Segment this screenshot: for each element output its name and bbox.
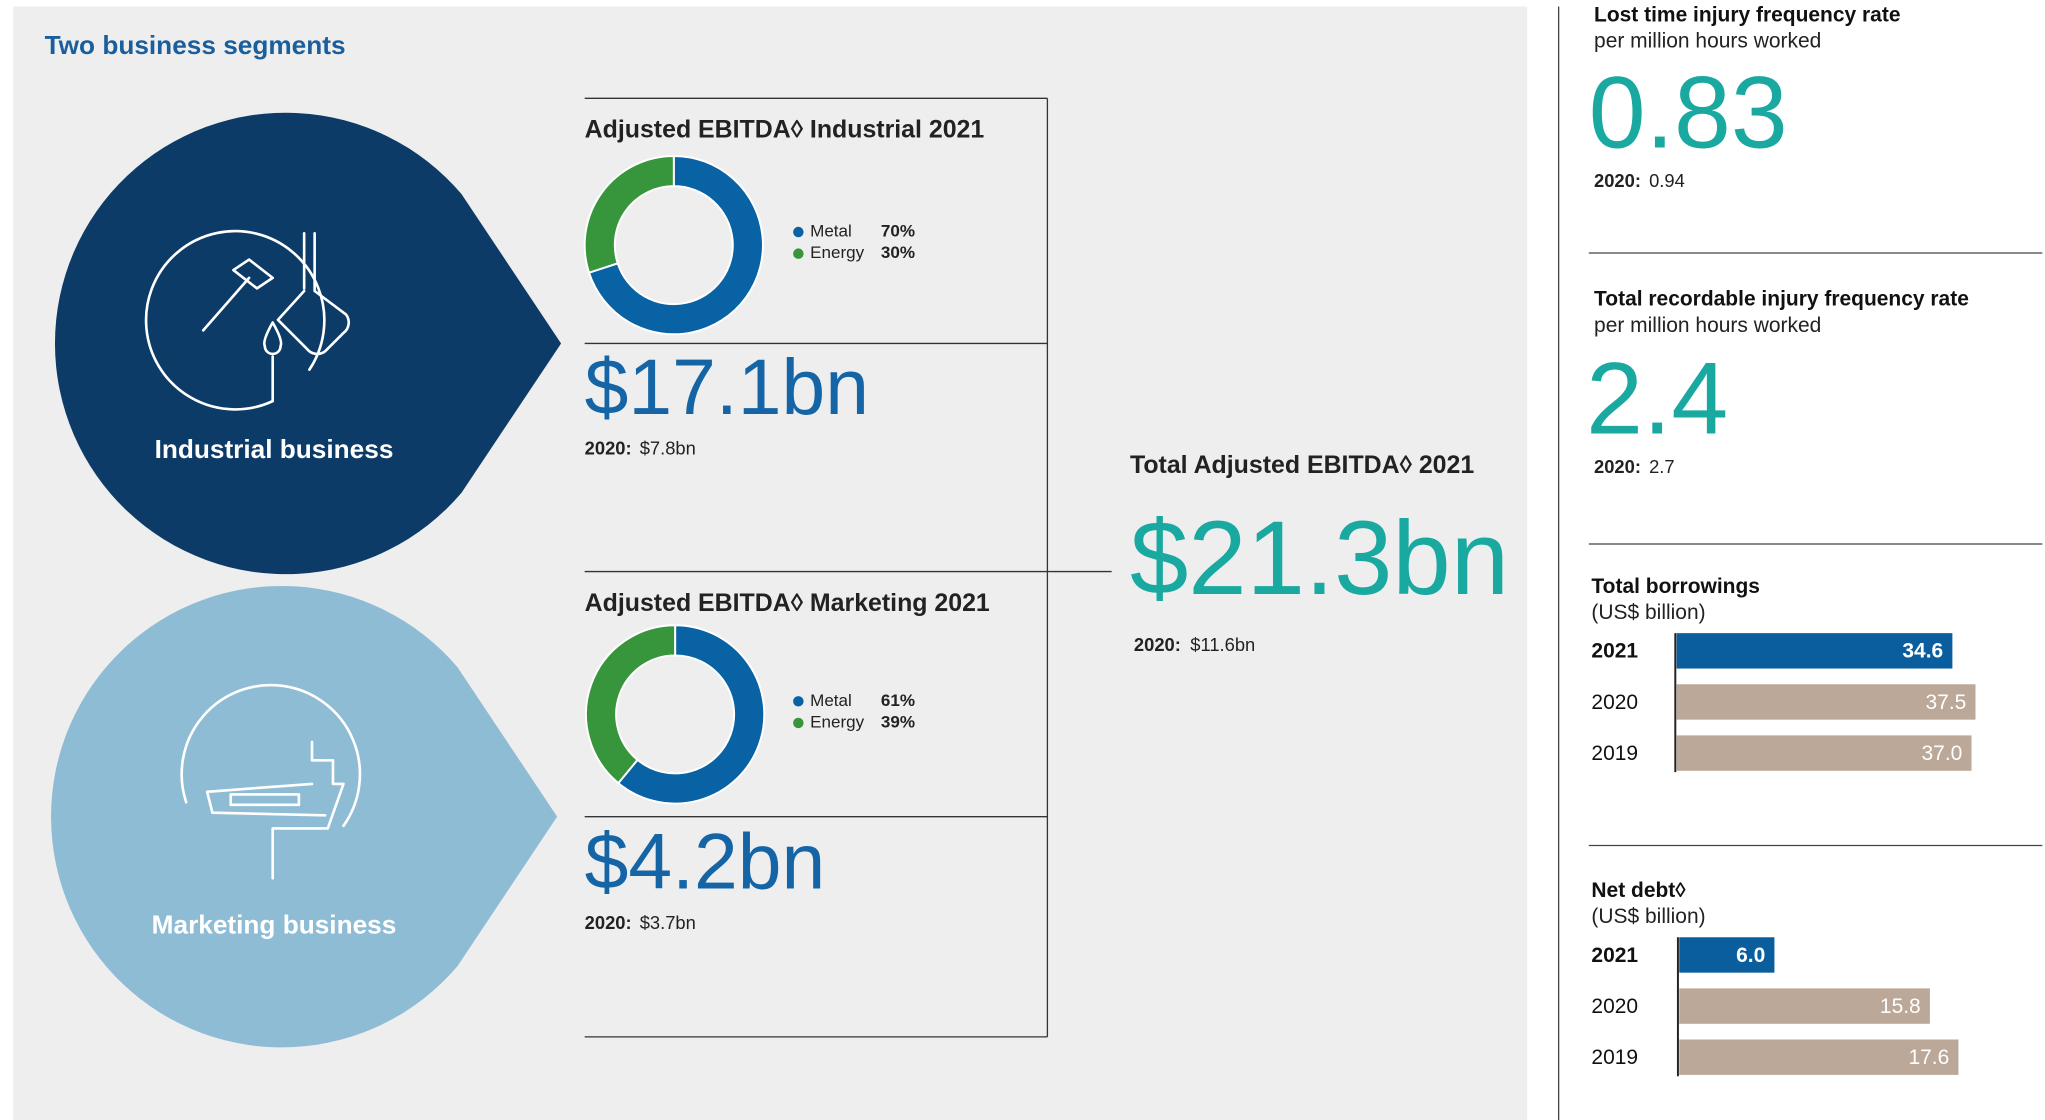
- data-label: 15.8: [1880, 995, 1921, 1018]
- kpi-subtitle: per million hours worked: [1594, 314, 1821, 337]
- legend-label: Metal: [810, 691, 852, 710]
- legend-label: Energy: [810, 243, 864, 262]
- category-label: 2021: [1591, 640, 1638, 663]
- prior-label: 2020:: [1594, 170, 1641, 191]
- data-label: 70%: [881, 222, 915, 241]
- kpi-subtitle: per million hours worked: [1594, 29, 1821, 52]
- bar: [1676, 735, 1972, 771]
- data-label: 37.5: [1926, 691, 1967, 714]
- chart-subtitle: (US$ billion): [1591, 905, 1705, 928]
- chart-subtitle: (US$ billion): [1591, 601, 1705, 624]
- prior-label: 2020:: [585, 437, 632, 458]
- data-label: 17.6: [1908, 1046, 1949, 1069]
- kpi-title: Lost time injury frequency rate: [1594, 3, 1900, 26]
- data-label: 30%: [881, 243, 915, 262]
- data-label: 39%: [881, 712, 915, 731]
- industrial-shape: [54, 112, 562, 575]
- prior-value: 0.94: [1649, 170, 1685, 191]
- donut-segment: [583, 155, 675, 274]
- data-label: 6.0: [1736, 944, 1765, 967]
- bar: [1676, 633, 1953, 669]
- donut-segment: [616, 624, 766, 805]
- industrial-icon: [144, 229, 351, 411]
- chart-title: Adjusted EBITDA◊ Industrial 2021: [585, 116, 985, 144]
- kpi-title: Total recordable injury frequency rate: [1594, 288, 1969, 311]
- prior-label: 2020:: [1594, 456, 1641, 477]
- legend-dot: [793, 717, 804, 729]
- prior-label: 2020:: [1134, 634, 1181, 655]
- prior-value: $11.6bn: [1190, 634, 1255, 655]
- bar: [1679, 1039, 1959, 1075]
- data-label: 37.0: [1922, 742, 1963, 765]
- chart-title: Adjusted EBITDA◊ Marketing 2021: [585, 589, 990, 617]
- prior-value: $3.7bn: [640, 912, 696, 933]
- total-title: Total Adjusted EBITDA◊ 2021: [1130, 451, 1474, 479]
- marketing-shape: [51, 585, 558, 1048]
- category-label: 2021: [1591, 944, 1638, 967]
- legend-label: Energy: [810, 712, 864, 731]
- donut-segment: [585, 624, 677, 785]
- prior-value: 2.7: [1649, 456, 1675, 477]
- bar: [1676, 684, 1976, 720]
- category-label: 2020: [1591, 691, 1638, 714]
- chart-title: Total borrowings: [1591, 575, 1760, 598]
- legend-dot: [793, 248, 804, 259]
- data-label: 34.6: [1902, 640, 1943, 663]
- marketing-icon: [180, 683, 362, 880]
- category-label: 2019: [1591, 742, 1638, 765]
- prior-label: 2020:: [585, 912, 632, 933]
- total-value: $21.3bn: [1130, 500, 1509, 617]
- donut-segment: [587, 155, 764, 336]
- data-label: 61%: [881, 691, 915, 710]
- heading: Two business segments: [45, 30, 346, 60]
- bar: [1679, 988, 1930, 1024]
- category-label: 2020: [1591, 995, 1638, 1018]
- legend-dot: [793, 696, 804, 707]
- bar: [1679, 937, 1775, 973]
- segment-label: Marketing business: [152, 910, 397, 940]
- prior-value: $7.8bn: [640, 437, 696, 458]
- legend-dot: [793, 226, 804, 238]
- category-label: 2019: [1591, 1046, 1638, 1069]
- legend-label: Metal: [810, 222, 852, 241]
- segment-value: $17.1bn: [585, 343, 869, 431]
- kpi-value: 0.83: [1589, 55, 1788, 170]
- kpi-value: 2.4: [1586, 340, 1728, 455]
- segment-value: $4.2bn: [585, 818, 826, 906]
- segment-label: Industrial business: [155, 434, 394, 464]
- frame: [584, 97, 1112, 1038]
- chart-title: Net debt◊: [1591, 879, 1686, 902]
